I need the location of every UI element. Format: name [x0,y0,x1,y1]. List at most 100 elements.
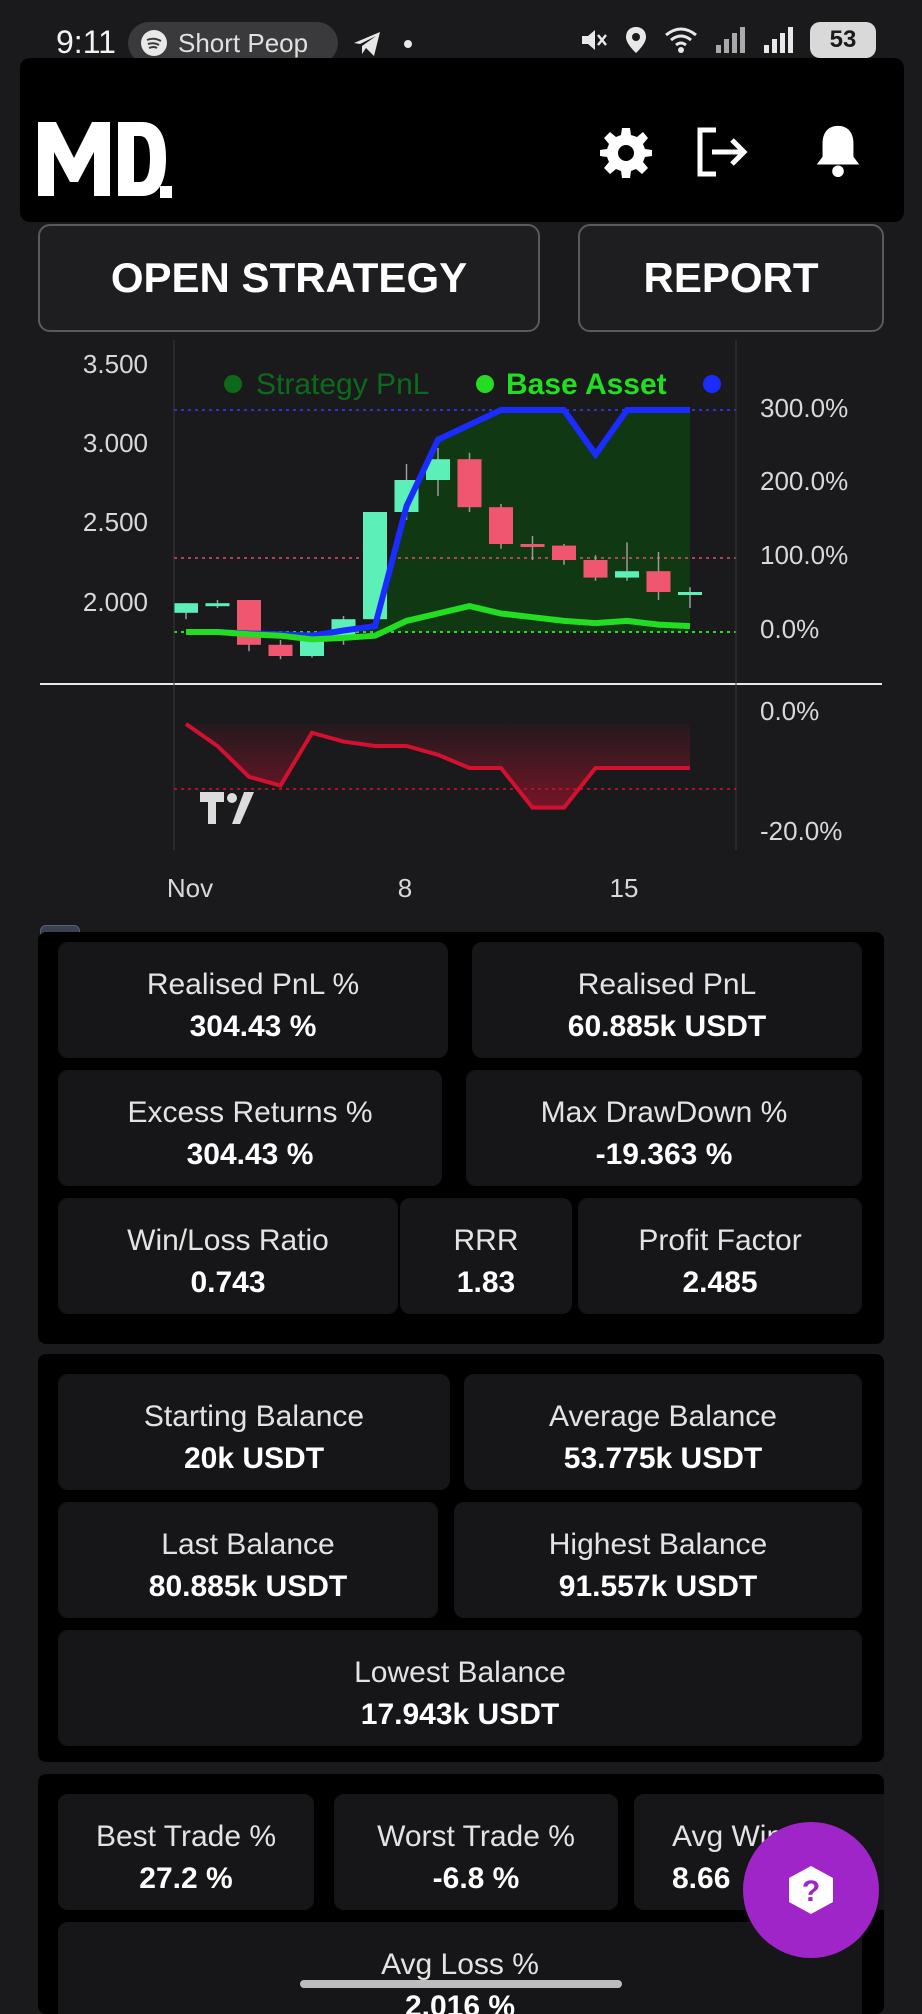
metric-label: Average Balance [549,1400,777,1433]
gesture-navigation-bar[interactable] [300,1980,622,1988]
candle-up [426,459,450,480]
metric-win-loss-ratio: Win/Loss Ratio 0.743 [58,1198,398,1314]
metric-label: Realised PnL % [146,968,360,1001]
metric-label: RRR [453,1224,519,1257]
metric-highest-balance: Highest Balance 91.557k USDT [454,1502,862,1618]
metric-label: Profit Factor [638,1224,802,1257]
metric-value: 0.743 [190,1266,266,1299]
candle-up [205,603,230,607]
metric-value: 20k USDT [183,1442,325,1475]
right-axis-tick: 0.0% [760,614,819,644]
legend-dot-strategy [224,375,242,393]
legend-dot-base [476,375,494,393]
right-axis-tick: 100.0% [760,540,848,570]
metric-value: 27.2 % [139,1862,233,1895]
metric-label: Starting Balance [143,1400,365,1433]
metric-realised-pnl: Realised PnL 60.885k USDT [472,942,862,1058]
candle-down [583,560,608,578]
gear-icon[interactable] [598,124,654,180]
telegram-icon [354,32,380,56]
candle-down [457,459,482,508]
candle-up [174,603,198,613]
media-title: Short Peop [178,27,309,58]
metric-label: Lowest Balance [354,1656,566,1689]
metric-realised-pnl-pct: Realised PnL % 304.43 % [58,942,448,1058]
candle-up [615,571,639,578]
drawdown-area [186,724,690,808]
metric-excess-returns: Excess Returns % 304.43 % [58,1070,442,1186]
svg-text:?: ? [802,1875,820,1908]
metric-value: 91.557k USDT [558,1570,758,1603]
metric-worst-trade: Worst Trade % -6.8 % [334,1794,618,1910]
metric-label: Worst Trade % [377,1820,575,1853]
status-time: 9:11 [56,24,116,60]
candle-down [489,507,513,544]
metric-value: 17.943k USDT [360,1698,560,1731]
logout-icon[interactable] [694,124,750,180]
notification-dot [404,40,412,48]
candle-down [268,644,293,656]
metric-value: -19.363 % [595,1138,733,1171]
candle-up [678,592,702,595]
left-axis-tick: 2.500 [83,507,148,537]
legend-dot-third [703,375,721,393]
metric-label: Max DrawDown % [540,1096,788,1129]
metric-label: Excess Returns % [127,1096,373,1129]
help-button[interactable]: ? [743,1822,879,1958]
metric-label: Last Balance [161,1528,335,1561]
metric-label: Highest Balance [548,1528,768,1561]
mute-icon [582,30,607,50]
left-axis-tick: 2.000 [83,587,148,617]
media-chip[interactable]: Short Peop [128,22,338,64]
location-icon [626,27,646,53]
app-header [20,58,904,222]
x-axis-tick: Nov [167,873,213,900]
metric-best-trade: Best Trade % 27.2 % [58,1794,314,1910]
performance-metrics-group: Realised PnL % 304.43 % Realised PnL 60.… [38,932,884,1344]
x-axis-tick: 15 [610,873,639,900]
metric-value: 8.66 [672,1862,731,1895]
balance-metrics-group: Starting Balance 20k USDT Average Balanc… [38,1354,884,1762]
candle-down [646,571,671,592]
battery-indicator: 53 [810,22,876,58]
right-axis-tick: 200.0% [760,466,848,496]
metric-value: 304.43 % [186,1138,314,1171]
right-axis-tick: 300.0% [760,393,848,423]
metric-value: -6.8 % [432,1862,520,1895]
metric-avg-loss: Avg Loss % 2.016 % [58,1922,862,2014]
legend-strategy-pnl: Strategy PnL [256,368,429,401]
metric-starting-balance: Starting Balance 20k USDT [58,1374,450,1490]
metric-lowest-balance: Lowest Balance 17.943k USDT [58,1630,862,1746]
metric-label: Win/Loss Ratio [127,1224,329,1257]
metric-value: 304.43 % [189,1010,317,1043]
legend-base-asset: Base Asset [506,368,667,401]
metric-rrr: RRR 1.83 [400,1198,572,1314]
drawdown-axis-tick: 0.0% [760,696,819,726]
strategy-chart[interactable]: Strategy PnL Base Asset 3.500 3.000 2.500 2… [40,340,882,900]
metric-value: 53.775k USDT [563,1442,763,1475]
signal-icon [716,27,745,53]
logo[interactable] [34,112,176,202]
metric-max-drawdown: Max DrawDown % -19.363 % [466,1070,862,1186]
drawdown-axis-tick: -20.0% [760,816,842,846]
metric-value: 60.885k USDT [567,1010,767,1043]
report-button[interactable]: REPORT [578,224,884,332]
metric-value: 80.885k USDT [148,1570,348,1603]
metric-profit-factor: Profit Factor 2.485 [578,1198,862,1314]
bell-icon[interactable] [810,122,866,178]
open-strategy-button[interactable]: OPEN STRATEGY [38,224,540,332]
metric-label: Avg Loss % [381,1948,539,1981]
base-asset-line [186,603,691,643]
left-axis-tick: 3.500 [83,349,148,379]
left-axis-tick: 3.000 [83,428,148,458]
wifi-icon [665,27,697,53]
metric-value: 1.83 [456,1266,516,1299]
metric-label: Best Trade % [95,1820,277,1853]
spotify-icon [141,30,167,56]
drawdown-line [184,722,690,810]
candle-up [300,638,324,656]
signal-icon-2 [764,27,793,53]
metric-last-balance: Last Balance 80.885k USDT [58,1502,438,1618]
candle-down [237,600,261,645]
question-icon: ? [789,1866,833,1914]
